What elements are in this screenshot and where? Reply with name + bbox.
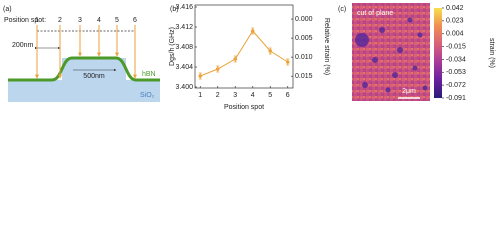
series-line	[200, 30, 289, 77]
colorbar	[434, 8, 442, 98]
y2-tick-label: 0.015	[295, 73, 313, 80]
x-tick-label: 2	[216, 92, 220, 99]
spot-label: 6	[133, 17, 137, 24]
data-point	[198, 74, 203, 78]
pillar	[62, 58, 126, 80]
x-tick-label: 6	[286, 92, 290, 99]
substrate-label: SiO₂	[140, 92, 155, 99]
y-tick-label: 3.412	[175, 24, 193, 31]
layer-label: hBN	[142, 71, 156, 78]
colorbar-tick-label: -0.053	[446, 69, 466, 76]
colorbar-label: strain (%)	[488, 38, 495, 68]
x-tick-label: 5	[268, 92, 272, 99]
x-tick-label: 4	[251, 92, 255, 99]
y-tick-label: 3.400	[175, 84, 193, 91]
y2-tick-label: 0.000	[295, 16, 313, 23]
spot-label: 2	[58, 17, 62, 24]
plot-frame	[194, 4, 294, 89]
annotation: cut of plane	[357, 10, 393, 17]
x-tick-label: 3	[233, 92, 237, 99]
colorbar-tick-label: -0.072	[446, 82, 466, 89]
y-tick-label: 3.408	[175, 44, 193, 51]
spot-label: 4	[97, 17, 101, 24]
width-label: 200nm	[12, 42, 34, 49]
panel-label: (c)	[338, 6, 346, 13]
position-label: Position spot:	[4, 17, 46, 24]
y-tick-label: 3.404	[175, 64, 193, 71]
data-point	[250, 29, 255, 33]
y-axis-label: Dgs/h (GHz)	[169, 27, 176, 66]
data-point	[233, 57, 238, 61]
gap-label: 500nm	[83, 73, 105, 80]
x-axis-label: Position spot	[224, 104, 264, 111]
schematic: (a) Position spot: 200nm 500nm hBN SiO₂	[3, 6, 160, 102]
colorbar-tick-label: 0.042	[446, 5, 464, 12]
y2-tick-label: 0.010	[295, 54, 313, 61]
hbn-layer	[8, 56, 160, 82]
spot-label: 1	[35, 17, 39, 24]
spot-label: 3	[78, 17, 82, 24]
panel-label: (b)	[170, 6, 179, 13]
spot-label: 5	[115, 17, 119, 24]
y2-tick-label: 0.005	[295, 35, 313, 42]
panel-label: (a)	[3, 6, 12, 13]
data-point	[268, 49, 273, 53]
colorbar-tick-label: 0.004	[446, 31, 464, 38]
data-point	[215, 67, 220, 71]
colorbar-tick-label: -0.091	[446, 95, 466, 102]
scale-bar-label: 2μm	[402, 88, 416, 95]
colorbar-tick-label: 0.023	[446, 18, 464, 25]
y2-axis-label: Relative strain (%)	[323, 18, 330, 75]
x-tick-label: 1	[198, 92, 202, 99]
strain-map	[352, 3, 430, 101]
colorbar-tick-label: -0.015	[446, 43, 466, 50]
substrate	[8, 80, 160, 102]
figure: (a) Position spot: 200nm 500nm hBN SiO₂ …	[3, 3, 495, 111]
colorbar-tick-label: -0.034	[446, 56, 466, 63]
data-point	[285, 60, 290, 64]
y-tick-label: 3.416	[175, 4, 193, 11]
